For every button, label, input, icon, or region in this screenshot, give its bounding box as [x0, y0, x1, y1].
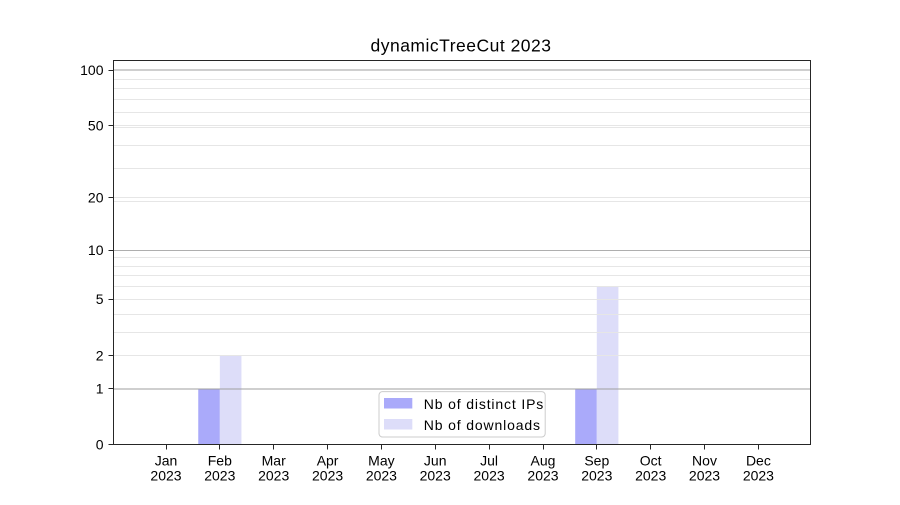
svg-text:100: 100	[80, 62, 104, 78]
svg-text:Jan: Jan	[155, 453, 178, 469]
svg-text:Mar: Mar	[262, 453, 286, 469]
svg-text:Apr: Apr	[317, 453, 339, 469]
svg-text:Jul: Jul	[480, 453, 498, 469]
svg-text:2023: 2023	[420, 468, 451, 484]
svg-text:2023: 2023	[474, 468, 505, 484]
svg-text:Feb: Feb	[208, 453, 232, 469]
svg-text:2023: 2023	[366, 468, 397, 484]
svg-text:Aug: Aug	[531, 453, 556, 469]
svg-text:Nov: Nov	[692, 453, 717, 469]
svg-text:10: 10	[88, 242, 104, 258]
svg-text:May: May	[368, 453, 394, 469]
svg-text:0: 0	[96, 437, 104, 453]
svg-text:2: 2	[96, 348, 104, 364]
svg-text:Nb of distinct IPs: Nb of distinct IPs	[424, 396, 544, 412]
svg-text:Oct: Oct	[640, 453, 662, 469]
svg-text:5: 5	[96, 291, 104, 307]
svg-text:2023: 2023	[581, 468, 612, 484]
svg-text:2023: 2023	[312, 468, 343, 484]
svg-text:dynamicTreeCut 2023: dynamicTreeCut 2023	[370, 35, 551, 55]
svg-text:Jun: Jun	[424, 453, 447, 469]
svg-text:Dec: Dec	[746, 453, 771, 469]
svg-text:20: 20	[88, 189, 104, 205]
svg-text:2023: 2023	[635, 468, 666, 484]
svg-text:Nb of downloads: Nb of downloads	[424, 417, 541, 433]
svg-text:1: 1	[96, 380, 104, 396]
svg-text:Sep: Sep	[584, 453, 609, 469]
svg-text:2023: 2023	[527, 468, 558, 484]
svg-text:50: 50	[88, 117, 104, 133]
svg-text:2023: 2023	[258, 468, 289, 484]
svg-text:2023: 2023	[150, 468, 181, 484]
svg-text:2023: 2023	[689, 468, 720, 484]
svg-text:2023: 2023	[204, 468, 235, 484]
svg-text:2023: 2023	[743, 468, 774, 484]
